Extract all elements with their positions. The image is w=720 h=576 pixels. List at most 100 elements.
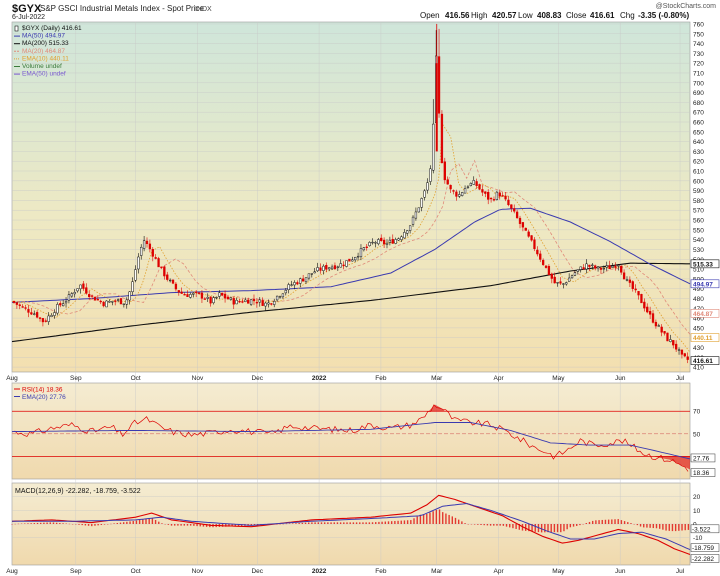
candle-body bbox=[515, 211, 519, 219]
macd-histogram-bar bbox=[681, 524, 683, 531]
macd-histogram-bar bbox=[493, 524, 495, 526]
candle-body bbox=[487, 191, 490, 200]
candle-body bbox=[628, 279, 632, 283]
macd-histogram-bar bbox=[438, 509, 441, 524]
index-name: S&P GSCI Industrial Metals Index - Spot … bbox=[40, 4, 204, 13]
macd-histogram-bar bbox=[403, 520, 406, 524]
macd-histogram-bar bbox=[579, 524, 581, 526]
macd-histogram-bar bbox=[464, 523, 466, 524]
candle-body bbox=[475, 181, 478, 186]
candle-body bbox=[651, 313, 655, 323]
candle-body bbox=[605, 265, 608, 268]
macd-histogram-bar bbox=[524, 524, 527, 531]
macd-histogram-bar bbox=[311, 522, 313, 524]
macd-histogram-bar bbox=[534, 524, 536, 532]
macd-histogram-bar bbox=[563, 524, 565, 532]
candle-body bbox=[325, 265, 328, 270]
macd-histogram-bar bbox=[585, 523, 588, 524]
macd-histogram-bar bbox=[448, 514, 450, 524]
candle-body bbox=[345, 260, 348, 267]
candle-body bbox=[504, 195, 507, 200]
candle-body bbox=[15, 302, 19, 305]
macd-histogram-bar bbox=[607, 519, 610, 524]
macd-histogram-bar bbox=[228, 524, 230, 527]
candle-body bbox=[99, 300, 102, 303]
price-tick-label: 630 bbox=[693, 149, 704, 156]
macd-histogram-bar bbox=[528, 524, 530, 532]
macd-histogram-bar bbox=[91, 524, 93, 527]
macd-histogram-bar bbox=[52, 522, 55, 524]
candle-body bbox=[192, 292, 195, 295]
ma50-line bbox=[11, 207, 691, 303]
macd-histogram-bar bbox=[384, 521, 386, 524]
macd-histogram-bar bbox=[531, 524, 533, 532]
macd-histogram-bar bbox=[457, 519, 460, 524]
candle-body bbox=[316, 267, 319, 272]
macd-histogram-bar bbox=[617, 519, 619, 524]
candle-body bbox=[461, 192, 464, 196]
candle-body bbox=[322, 265, 325, 271]
macd-histogram-bar bbox=[518, 524, 521, 530]
x-axis-price: Aug Sep Oct Nov Dec 2022 Feb Mar Apr May Jun Jul bbox=[6, 375, 685, 382]
candle-body bbox=[492, 199, 496, 201]
macd-histogram-bar bbox=[553, 524, 556, 533]
macd-histogram-bar bbox=[100, 524, 103, 525]
macd-histogram-bar bbox=[477, 524, 479, 525]
rsi-tick-label: 50 bbox=[693, 431, 701, 438]
price-axis: 4104204304404504604704804905005105205305… bbox=[693, 21, 704, 371]
candle-body bbox=[403, 232, 406, 239]
macd-histogram-bar bbox=[177, 524, 179, 526]
candle-body bbox=[591, 264, 594, 266]
macd-histogram-bar bbox=[304, 522, 307, 524]
candle-body bbox=[128, 291, 131, 301]
macd-label: MACD(12,26,9) -22.282, -18.759, -3.522 bbox=[15, 488, 141, 495]
x-tick-label: Dec bbox=[251, 568, 263, 575]
macd-histogram-bar bbox=[138, 519, 141, 524]
candle-body bbox=[125, 299, 128, 305]
candle-body bbox=[426, 182, 429, 191]
candle-body bbox=[27, 309, 30, 313]
candle-body bbox=[432, 123, 435, 171]
legend-entry: EMA(50) undef bbox=[22, 71, 66, 78]
candle-body bbox=[423, 190, 426, 198]
macd-histogram-bar bbox=[397, 520, 399, 524]
macd-histogram-bar bbox=[387, 521, 390, 524]
macd-histogram-bar bbox=[486, 524, 489, 526]
macd-histogram-bar bbox=[435, 509, 438, 524]
macd-badge-label: -18.759 bbox=[692, 545, 714, 552]
x-tick-label: Jul bbox=[676, 375, 685, 382]
macd-histogram-bar bbox=[298, 523, 300, 524]
candle-body bbox=[524, 227, 527, 231]
price-tick-label: 560 bbox=[693, 218, 704, 225]
candle-body bbox=[513, 208, 516, 212]
open-label: Open bbox=[420, 11, 440, 20]
candle-body bbox=[333, 265, 337, 269]
macd-histogram-bar bbox=[308, 522, 310, 524]
high-label: High bbox=[471, 11, 487, 20]
macd-histogram-bar bbox=[636, 524, 639, 526]
macd-histogram-bar bbox=[27, 523, 29, 524]
candle-body bbox=[310, 273, 313, 275]
candle-body bbox=[339, 263, 342, 268]
ma20-line bbox=[12, 159, 691, 335]
candle-body bbox=[625, 279, 629, 281]
macd-histogram-bar bbox=[323, 522, 326, 524]
candle-body bbox=[163, 266, 166, 277]
macd-histogram-bar bbox=[113, 523, 115, 524]
candle-body bbox=[111, 301, 114, 303]
macd-histogram-bar bbox=[151, 518, 154, 524]
candle-body bbox=[469, 183, 472, 187]
x-tick-label: Oct bbox=[131, 375, 141, 382]
candle-body bbox=[313, 271, 316, 274]
candle-body bbox=[556, 282, 559, 284]
macd-histogram-bar bbox=[547, 524, 549, 533]
macd-histogram-bar bbox=[346, 522, 348, 524]
macd-histogram-bar bbox=[620, 520, 623, 524]
macd-badge bbox=[690, 524, 720, 534]
macd-histogram-bar bbox=[572, 524, 575, 527]
candle-body bbox=[648, 311, 652, 315]
candle-body bbox=[660, 326, 663, 333]
candle-body bbox=[544, 265, 548, 268]
macd-histogram-bar bbox=[333, 522, 335, 524]
candle-body bbox=[287, 284, 290, 291]
